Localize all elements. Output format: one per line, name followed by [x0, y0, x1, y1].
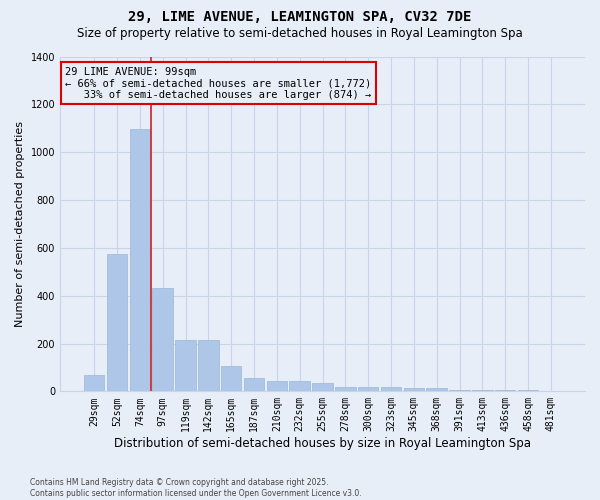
- Bar: [289, 382, 310, 392]
- Bar: [266, 382, 287, 392]
- Y-axis label: Number of semi-detached properties: Number of semi-detached properties: [15, 121, 25, 327]
- Bar: [244, 378, 264, 392]
- Bar: [472, 390, 493, 392]
- Bar: [84, 374, 104, 392]
- Bar: [221, 366, 241, 392]
- Bar: [541, 390, 561, 392]
- Bar: [130, 130, 150, 392]
- Bar: [335, 386, 356, 392]
- Bar: [404, 388, 424, 392]
- Bar: [518, 390, 538, 392]
- Bar: [495, 390, 515, 392]
- Text: 29 LIME AVENUE: 99sqm
← 66% of semi-detached houses are smaller (1,772)
   33% o: 29 LIME AVENUE: 99sqm ← 66% of semi-deta…: [65, 66, 371, 100]
- Bar: [381, 388, 401, 392]
- Bar: [107, 254, 127, 392]
- Bar: [312, 383, 333, 392]
- Bar: [198, 340, 218, 392]
- Bar: [152, 288, 173, 392]
- Bar: [175, 340, 196, 392]
- Text: Contains HM Land Registry data © Crown copyright and database right 2025.
Contai: Contains HM Land Registry data © Crown c…: [30, 478, 362, 498]
- Text: 29, LIME AVENUE, LEAMINGTON SPA, CV32 7DE: 29, LIME AVENUE, LEAMINGTON SPA, CV32 7D…: [128, 10, 472, 24]
- X-axis label: Distribution of semi-detached houses by size in Royal Leamington Spa: Distribution of semi-detached houses by …: [114, 437, 531, 450]
- Text: Size of property relative to semi-detached houses in Royal Leamington Spa: Size of property relative to semi-detach…: [77, 28, 523, 40]
- Bar: [358, 386, 379, 392]
- Bar: [427, 388, 447, 392]
- Bar: [449, 390, 470, 392]
